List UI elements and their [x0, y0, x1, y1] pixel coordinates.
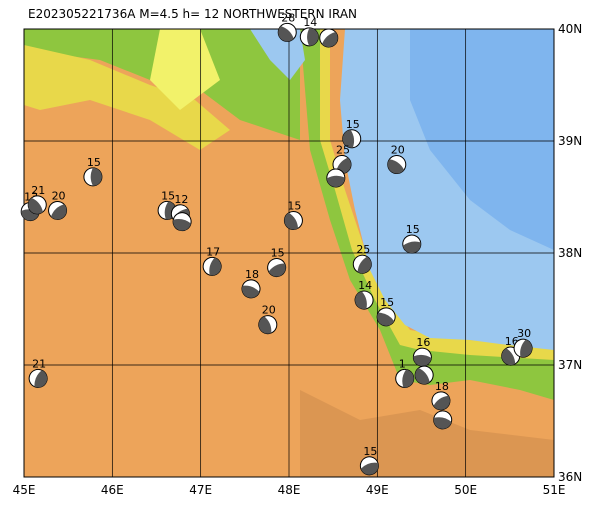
beachball-compression	[501, 348, 516, 366]
depth-label: 17	[206, 245, 220, 258]
beachball	[202, 256, 222, 276]
beachball	[513, 338, 533, 358]
beachball	[414, 365, 434, 385]
beachball-compression	[258, 316, 272, 334]
beachball-compression	[402, 369, 414, 388]
beachball-compression	[415, 367, 430, 385]
depth-label: 28	[281, 11, 295, 24]
depth-label: 25	[336, 144, 350, 157]
depth-label: 15	[346, 118, 360, 131]
beachball-compression	[28, 197, 43, 214]
beachball-compression	[268, 263, 286, 277]
beachball	[433, 410, 453, 430]
beachball	[319, 28, 339, 48]
depth-label: 25	[356, 243, 370, 256]
y-tick-label: 36N	[558, 470, 582, 484]
beachball	[277, 22, 297, 42]
depth-label: 20	[52, 189, 66, 202]
beachball-compression	[413, 354, 432, 367]
beachball	[352, 254, 372, 274]
beachball	[376, 307, 396, 327]
beachball	[241, 279, 261, 299]
beachball-compression	[209, 257, 222, 276]
beachball	[359, 456, 379, 476]
depth-label: 12	[174, 193, 188, 206]
beachball	[431, 391, 451, 411]
x-tick-label: 45E	[13, 483, 36, 497]
depth-label: 1	[399, 357, 406, 370]
depth-label: 15	[287, 200, 301, 213]
y-tick-label: 40N	[558, 22, 582, 36]
beachball-compression	[50, 204, 67, 220]
beachball	[299, 27, 319, 47]
y-tick-label: 38N	[558, 246, 582, 260]
beachball-compression	[387, 159, 405, 174]
x-tick-label: 47E	[189, 483, 212, 497]
y-tick-label: 37N	[558, 358, 582, 372]
beachball-compression	[284, 212, 299, 230]
depth-label: 15	[406, 223, 420, 236]
beachball	[48, 200, 68, 220]
beachball-compression	[357, 256, 372, 274]
beachball-compression	[173, 219, 191, 231]
beachball	[342, 129, 362, 149]
depth-label: 15	[380, 296, 394, 309]
depth-label: 16	[416, 336, 430, 349]
beachball	[387, 155, 407, 175]
beachball	[395, 368, 415, 388]
y-tick-label: 39N	[558, 134, 582, 148]
beachball-compression	[242, 285, 260, 298]
x-tick-label: 48E	[278, 483, 301, 497]
beachball	[354, 290, 374, 310]
beachball	[28, 368, 48, 388]
beachball	[267, 258, 287, 278]
beachball-compression	[278, 26, 294, 42]
beachball-compression	[34, 370, 48, 388]
beachball-compression	[355, 291, 367, 310]
beachball-compression	[433, 395, 450, 410]
depth-label: 21	[31, 184, 45, 197]
beachball	[283, 211, 303, 231]
depth-label: 18	[435, 380, 449, 393]
x-tick-label: 51E	[543, 483, 566, 497]
beachball-compression	[326, 175, 345, 187]
depth-label: 15	[87, 156, 101, 169]
x-tick-label: 46E	[101, 483, 124, 497]
beachball-compression	[360, 462, 379, 475]
beachball-compression	[322, 31, 338, 47]
beachball	[258, 315, 278, 335]
x-tick-label: 49E	[366, 483, 389, 497]
depth-label: 14	[358, 279, 372, 292]
beachball	[83, 167, 103, 187]
beachball-compression	[520, 339, 533, 358]
depth-label: 15	[161, 189, 175, 202]
beachball-compression	[402, 241, 421, 254]
beachball	[172, 212, 192, 232]
depth-label: 15	[363, 445, 377, 458]
beachball-compression	[377, 312, 395, 326]
beachball	[27, 195, 47, 215]
depth-label: 20	[262, 304, 276, 317]
depth-label: 15	[271, 247, 285, 260]
depth-label: 18	[245, 268, 259, 281]
beachball-compression	[433, 417, 452, 429]
x-tick-label: 50E	[454, 483, 477, 497]
beachball-compression	[307, 27, 319, 46]
beachball-compression	[90, 167, 102, 186]
beachball	[326, 168, 346, 188]
depth-label: 30	[517, 327, 531, 340]
depth-label: 20	[391, 144, 405, 157]
beachball	[402, 234, 422, 254]
depth-label: 21	[32, 357, 46, 370]
beachball-compression	[342, 129, 355, 148]
depth-label: 14	[303, 16, 317, 29]
map-title: E202305221736A M=4.5 h= 12 NORTHWESTERN …	[28, 7, 357, 21]
